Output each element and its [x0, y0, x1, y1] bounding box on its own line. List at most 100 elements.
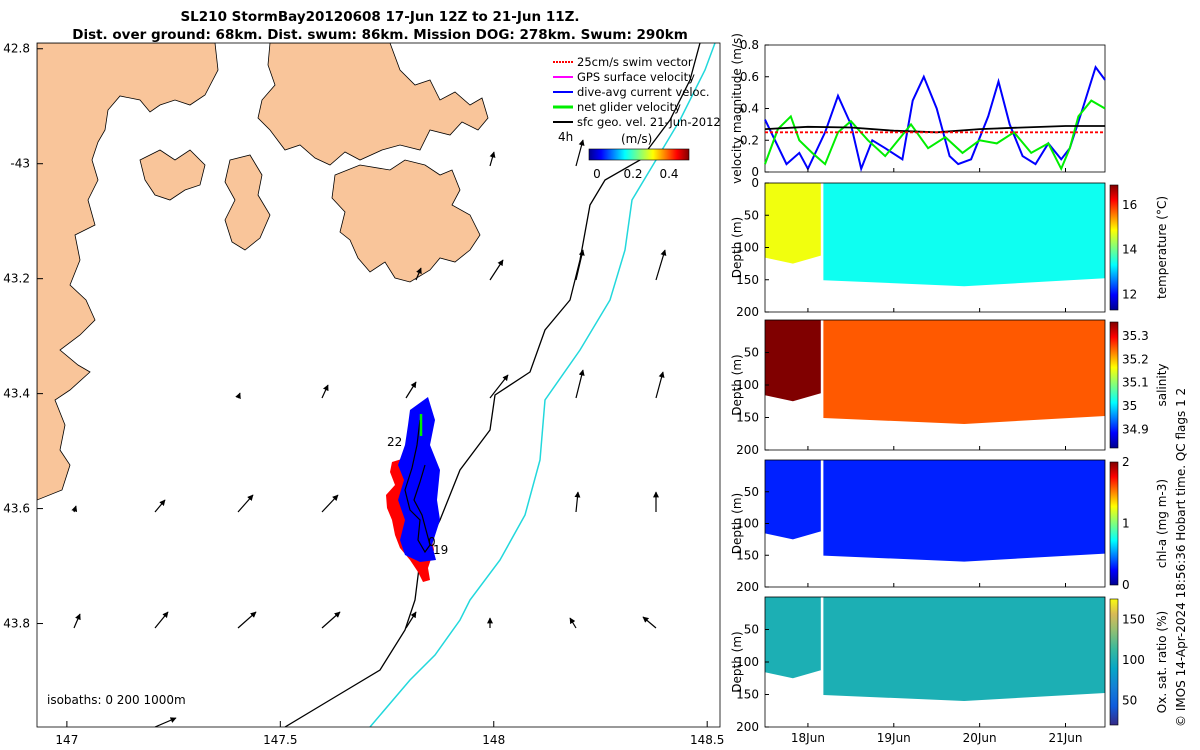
geo-arrow	[489, 374, 509, 399]
legend-label-geo: sfc geo. vel. 21-Jun-2012	[577, 115, 721, 129]
colorbar-label: Ox. sat. ratio (%)	[1155, 611, 1169, 713]
geo-arrow	[405, 611, 417, 629]
map-ytick-label: 42.8	[3, 42, 30, 56]
map-ytick-label: 43.4	[3, 387, 30, 401]
colorbar-tick-label: 2	[1122, 455, 1130, 469]
glider-track: 22 0 19	[386, 397, 448, 582]
isobath-200m	[284, 43, 701, 727]
map-axes: 147 147.5 148 148.5 42.8 -43 43.2 43.4 43.6 43.8	[3, 42, 724, 747]
isobath-label: isobaths: 0 200 1000m	[47, 693, 186, 707]
velocity-ylabel: velocity magnitude (m/s)	[730, 33, 744, 184]
day-label-0: 0	[428, 535, 436, 549]
land	[37, 43, 489, 501]
legend-label-dive-avg: dive-avg current veloc.	[577, 85, 710, 99]
section-colorbar	[1109, 598, 1119, 726]
section-ytick-label: 150	[736, 688, 759, 702]
peninsula-east	[331, 159, 481, 283]
colorbar-tick-label: 35.2	[1122, 352, 1149, 366]
section-panel: 50 100 150 200 Depth (m) 0 1 2 chl-a (mg m-3)	[730, 455, 1169, 594]
island-south	[224, 154, 271, 251]
velocity-panel-frame	[764, 44, 1106, 173]
legend-label-gps: GPS surface velocity	[577, 70, 695, 84]
map-legend: 25cm/s swim vector GPS surface velocity …	[553, 55, 721, 181]
track-blue	[398, 397, 440, 562]
colorbar-label: temperature (°C)	[1155, 196, 1169, 299]
colorbar-tick-label: 35.3	[1122, 329, 1149, 343]
map-ytick-label: -43	[10, 157, 30, 171]
velocity-ytick-label: 0.8	[740, 38, 759, 52]
section-data-block	[823, 183, 1105, 287]
section-ytick-label: 200	[736, 443, 759, 457]
section-ytick-label: 50	[744, 623, 759, 637]
colorbar-label: salinity	[1155, 363, 1169, 406]
map-xtick-label: 147.5	[263, 733, 297, 747]
title-line-1: SL210 StormBay20120608 17-Jun 12Z to 21-…	[180, 9, 579, 25]
geo-arrow	[321, 611, 341, 629]
colorbar-tick-label: 0	[1122, 578, 1130, 592]
colorbar-tick-label: 150	[1122, 612, 1145, 626]
section-colorbar	[1109, 321, 1119, 449]
time-xtick-label: 21Jun	[1048, 731, 1082, 745]
day-label-22: 22	[387, 435, 402, 449]
section-data-block	[823, 597, 1105, 701]
spit-west	[139, 149, 206, 201]
track-line	[404, 419, 431, 554]
geo-arrow	[321, 494, 339, 513]
section-ytick-label: 50	[744, 208, 759, 222]
section-ytick-label: 0	[751, 176, 759, 190]
section-ytick-label: 200	[736, 720, 759, 734]
colorbar-tick-label: 16	[1122, 198, 1137, 212]
day-label-19: 19	[433, 543, 448, 557]
legend-label-swim: 25cm/s swim vector	[577, 55, 693, 69]
geo-arrow	[321, 384, 329, 399]
geo-arrow	[237, 611, 257, 629]
map-ytick-label: 43.8	[3, 617, 30, 631]
velocity-ytick-label: 0.6	[740, 70, 759, 84]
time-xtick-label: 18Jun	[791, 731, 825, 745]
geo-arrow	[655, 249, 667, 281]
map-colorbar	[588, 148, 690, 161]
time-xtick-label: 19Jun	[877, 731, 911, 745]
geo-arrow	[642, 616, 657, 629]
map-xtick-label: 148.5	[690, 733, 724, 747]
colorbar-tick-label: 35.1	[1122, 376, 1149, 390]
map-panel: 22 0 19	[3, 42, 724, 747]
section-ytick-label: 100	[736, 241, 759, 255]
geo-arrow	[154, 499, 166, 513]
colorbar-tick-label: 35	[1122, 399, 1137, 413]
section-ytick-label: 150	[736, 273, 759, 287]
geo-arrow	[73, 613, 81, 629]
section-data-block	[765, 597, 821, 679]
map-colorbar-title: (m/s)	[621, 132, 652, 146]
velocity-ytick-label: 0.2	[740, 133, 759, 147]
section-ytick-label: 50	[744, 485, 759, 499]
time-xtick-label: 20Jun	[963, 731, 997, 745]
four-hour-label: 4h	[558, 130, 573, 144]
geo-arrow	[154, 717, 177, 727]
geo-arrow	[489, 151, 496, 167]
colorbar-tick-label: 1	[1122, 517, 1130, 531]
geo-arrow	[575, 139, 585, 167]
geo-arrow	[71, 505, 78, 513]
map-colorbar-tick: 0.4	[659, 167, 678, 181]
map-colorbar-tick: 0	[593, 167, 601, 181]
colorbar-label: chl-a (mg m-3)	[1155, 479, 1169, 568]
section-panel: 0 50 100 150 200 Depth (m) 12 14 16 temperature (…	[730, 176, 1169, 319]
section-data-block	[765, 320, 821, 402]
map-ytick-label: 43.2	[3, 272, 30, 286]
geo-arrow	[574, 491, 581, 513]
velocity-ytick-label: 0	[751, 165, 759, 179]
geo-arrow	[569, 617, 577, 629]
geo-arrow	[235, 392, 241, 400]
map-xtick-label: 147	[55, 733, 78, 747]
geo-arrow	[489, 259, 504, 281]
map-colorbar-tick: 0.2	[623, 167, 642, 181]
section-colorbar	[1109, 184, 1119, 311]
section-data-block	[765, 460, 821, 540]
geo-arrow	[154, 611, 169, 629]
section-ytick-label: 50	[744, 346, 759, 360]
section-ytick-label: 100	[736, 517, 759, 531]
map-ytick-label: 43.6	[3, 502, 30, 516]
